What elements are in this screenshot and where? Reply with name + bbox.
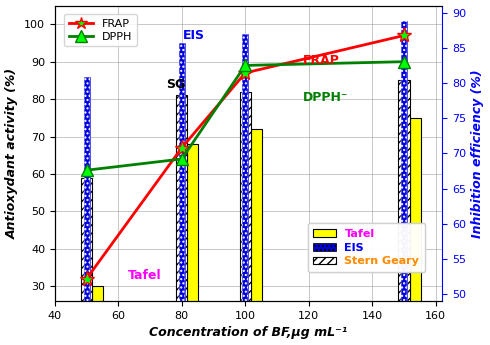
Bar xyxy=(398,80,410,345)
Bar xyxy=(81,178,92,345)
Bar xyxy=(401,20,407,345)
Bar xyxy=(179,43,185,345)
Bar xyxy=(83,77,90,345)
Bar xyxy=(401,20,407,345)
Text: EIS: EIS xyxy=(183,29,205,42)
Text: DPPH⁻: DPPH⁻ xyxy=(302,91,348,104)
Bar xyxy=(242,33,248,345)
Bar xyxy=(251,129,262,345)
Y-axis label: Inhibition efficiency (%): Inhibition efficiency (%) xyxy=(471,69,485,238)
Bar xyxy=(92,286,103,345)
Bar xyxy=(187,144,198,345)
Text: FRAP: FRAP xyxy=(302,53,339,67)
Bar xyxy=(176,95,187,345)
Y-axis label: Antioxydant activity (%): Antioxydant activity (%) xyxy=(5,68,19,239)
Bar xyxy=(179,43,185,345)
Bar xyxy=(242,33,248,345)
X-axis label: Concentration of BF,μg mL⁻¹: Concentration of BF,μg mL⁻¹ xyxy=(149,326,347,339)
Text: Tafel: Tafel xyxy=(128,269,162,282)
Legend: Tafel, EIS, Stern Geary: Tafel, EIS, Stern Geary xyxy=(308,223,425,272)
Text: SG: SG xyxy=(166,78,185,91)
Bar xyxy=(410,118,420,345)
Bar xyxy=(240,92,251,345)
Bar xyxy=(83,77,90,345)
